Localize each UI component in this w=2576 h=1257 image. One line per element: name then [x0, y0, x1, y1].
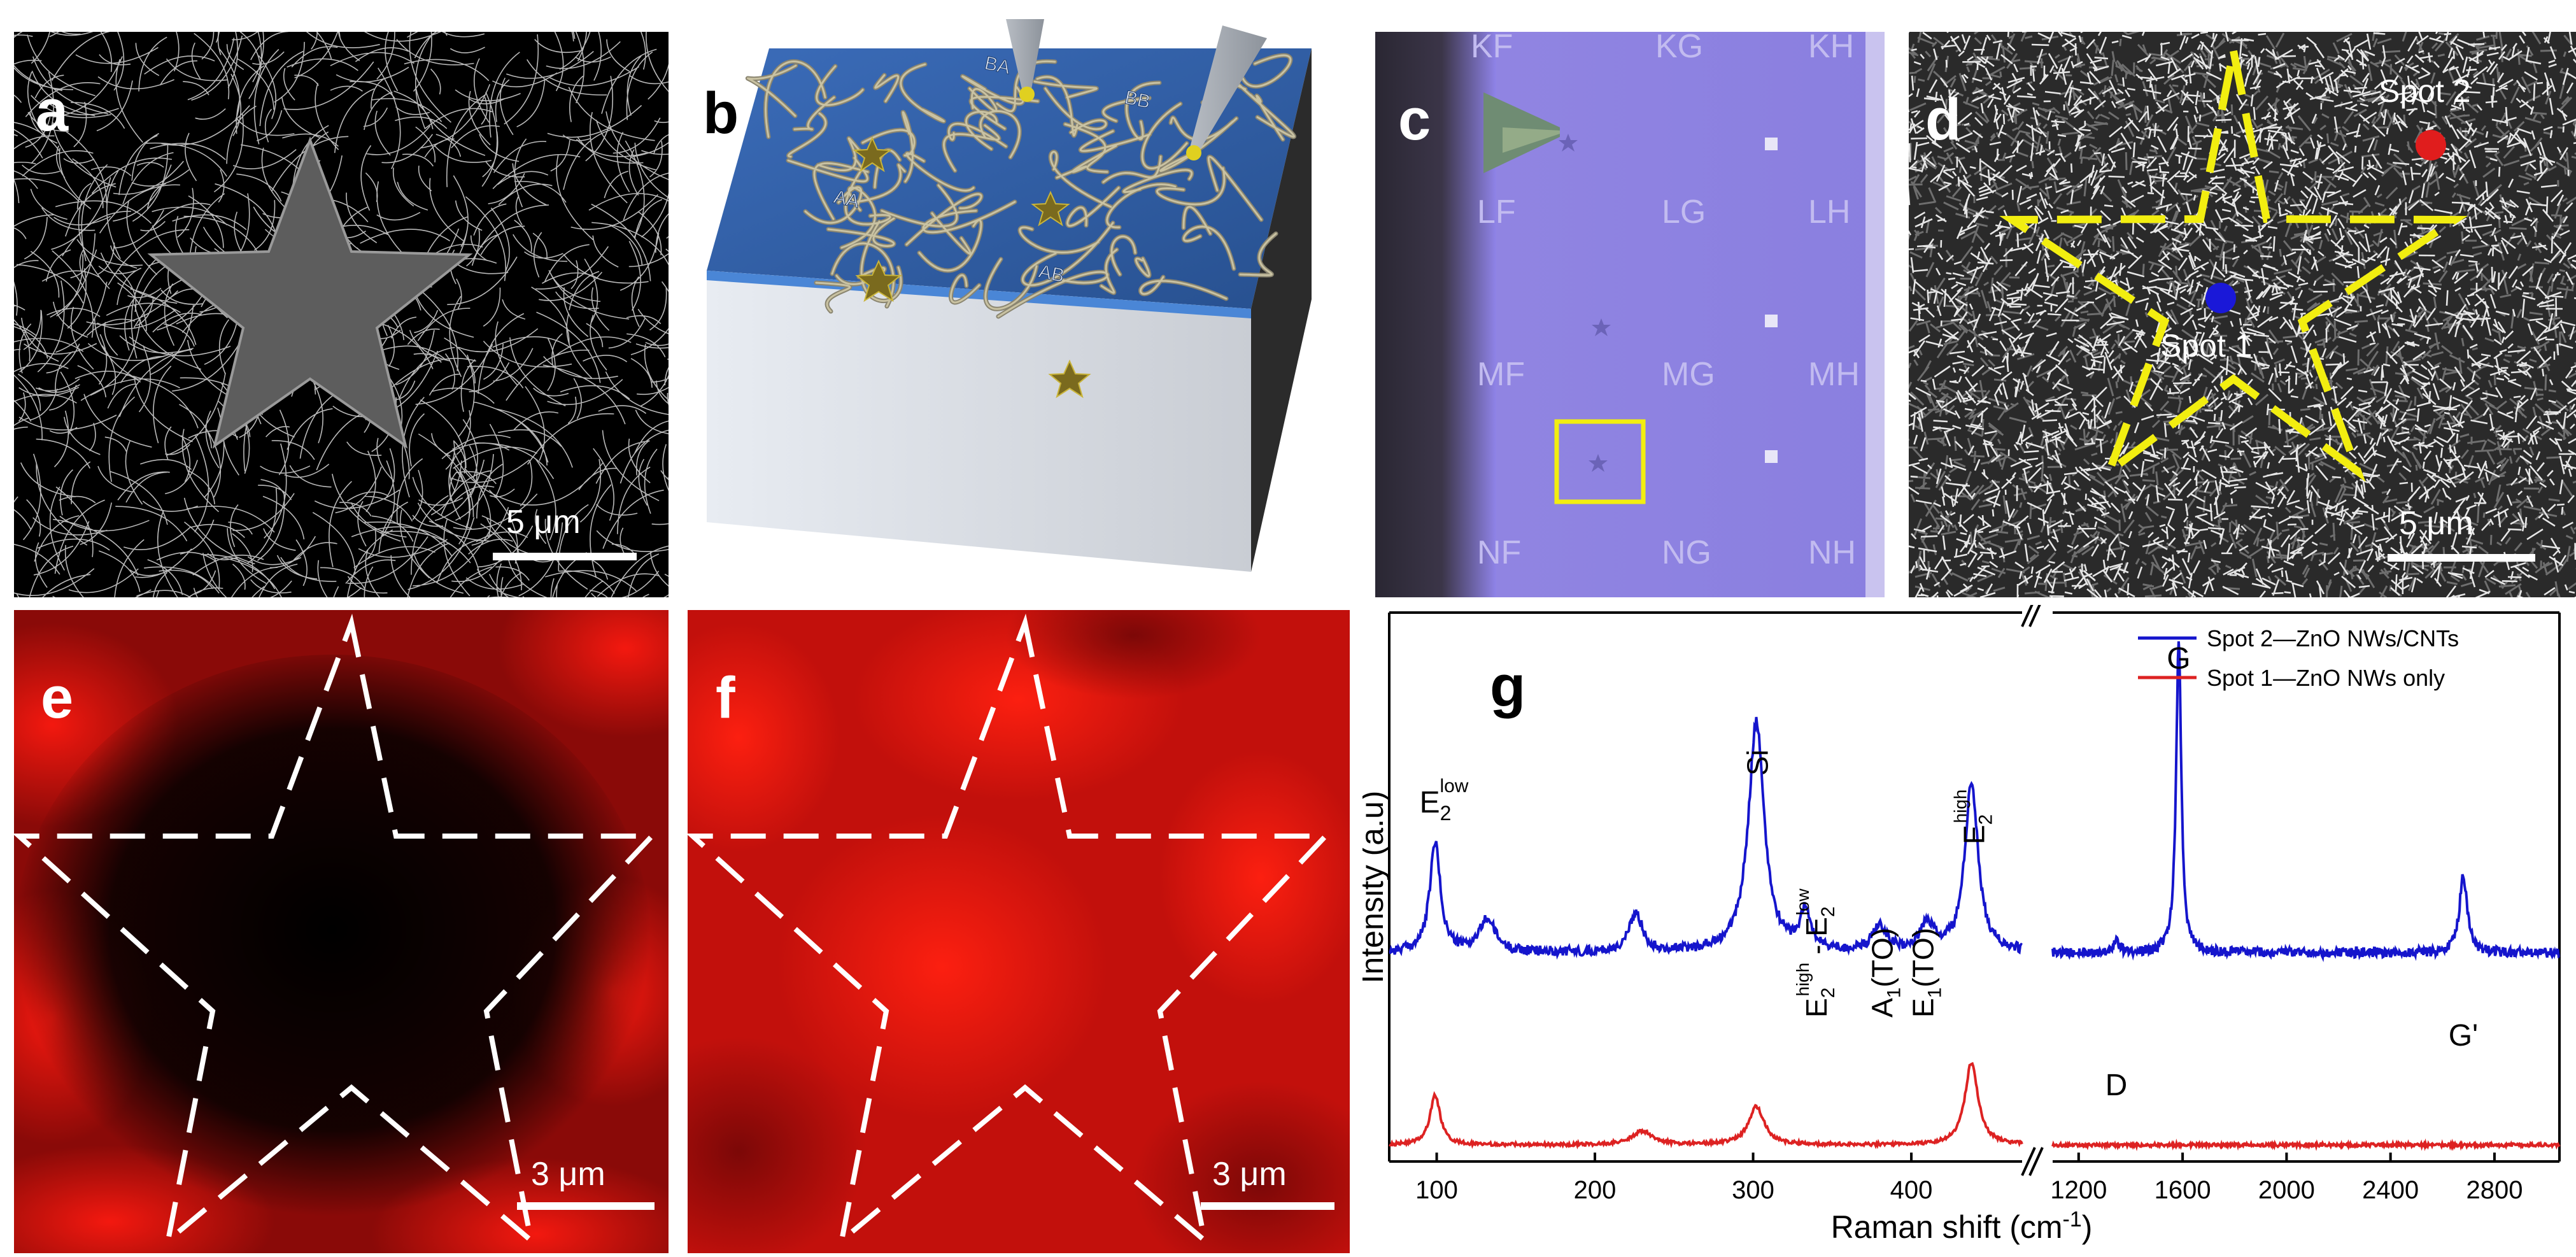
star-electrodes — [853, 136, 1091, 399]
spot2-marker — [2416, 130, 2446, 160]
star-overlay-d — [1999, 50, 2468, 482]
panel-g: g 100 200 300 400 1200 1600 2000 2400 2800 Raman … — [1362, 605, 2576, 1257]
spot1-label: Spot 1 — [2160, 328, 2253, 364]
star-outline-d — [1999, 50, 2468, 482]
optical-micrograph: KF KG KH LF LG LH MF MG MH NF NG NH — [1375, 32, 1885, 597]
panel-c: KF KG KH LF LG LH MF MG MH NF NG NH c — [1375, 32, 1885, 597]
highlight-box — [1554, 419, 1646, 504]
site-label-aa: AA — [832, 187, 861, 213]
panel-label-d: d — [1925, 87, 1962, 152]
star-outline-e — [14, 613, 658, 1247]
grid-label-mh: MH — [1808, 356, 1860, 393]
grid-label-lh: LH — [1808, 194, 1850, 231]
series-spot1-line-right — [2051, 1138, 2561, 1151]
annotation-si: Si — [1741, 749, 1774, 776]
annotation-g: G — [2167, 642, 2190, 676]
annotation-a1-to: A1(TO) — [1865, 928, 1904, 1018]
spot1-marker — [2205, 283, 2236, 313]
x-right-tick-label: 2800 — [2466, 1176, 2523, 1204]
scale-bar-f — [1201, 1202, 1334, 1210]
grid-label-lg: LG — [1662, 194, 1706, 231]
x-right-tick-label: 1200 — [2050, 1176, 2107, 1204]
grid-label-kg: KG — [1655, 32, 1703, 65]
wafer-edge-shadow — [1375, 32, 1496, 597]
grid-label-kh: KH — [1808, 32, 1854, 65]
intensity-blobs-f — [688, 610, 1350, 1253]
panel-label-e: e — [41, 665, 74, 730]
annotation-e2-low: E2low — [1420, 776, 1469, 825]
panel-label-c: c — [1398, 87, 1431, 152]
axis-break-mark — [2021, 1147, 2036, 1176]
grid-label-lf: LF — [1477, 194, 1516, 231]
grid-label-nh: NH — [1808, 534, 1856, 571]
series-spot2-line-right — [2051, 641, 2560, 962]
panel-b: BA BB AA AB b — [675, 19, 1350, 597]
raman-map-f — [688, 610, 1350, 1253]
legend-label: Spot 1—ZnO NWs only — [2207, 665, 2445, 691]
axis-break-mark — [2028, 605, 2041, 627]
panel-label-a: a — [36, 78, 69, 143]
panel-f: f 3 μm — [688, 610, 1350, 1253]
x-left-tick-label: 200 — [1574, 1176, 1617, 1204]
panel-label-g: g — [1490, 654, 1526, 719]
scale-label-d: 5 μm — [2399, 505, 2473, 542]
series-spot2-line-left — [1389, 716, 2023, 960]
scale-label-f: 3 μm — [1212, 1156, 1287, 1193]
axis-break-mark — [2028, 1147, 2044, 1176]
device-schematic: BA BB AA AB — [707, 19, 1312, 572]
x-right-tick-label: 2400 — [2362, 1176, 2419, 1204]
substrate-front — [707, 271, 1251, 572]
x-left-tick-label: 400 — [1890, 1176, 1933, 1204]
star-markers — [1559, 134, 1611, 472]
raman-spectra-chart: 100 200 300 400 1200 1600 2000 2400 2800 Raman sh… — [1362, 605, 2561, 1245]
x-axis-label: Raman shift (cm-1) — [1831, 1207, 2093, 1245]
scale-bar-a — [493, 553, 637, 560]
annotation-e2high-minus-e2low: E2high - E2low — [1793, 888, 1839, 1018]
probe-tips — [1006, 19, 1267, 160]
substrate-side — [1251, 48, 1312, 572]
grid-label-nf: NF — [1477, 534, 1521, 571]
x-right-tick-label: 1600 — [2155, 1176, 2211, 1204]
panel-label-f: f — [716, 665, 735, 730]
square-markers — [1765, 138, 1778, 463]
grid-label-mf: MF — [1477, 356, 1525, 393]
panel-label-b: b — [703, 81, 739, 146]
x-left-tick-label: 300 — [1732, 1176, 1774, 1204]
scale-bar-e — [517, 1202, 655, 1210]
panel-d: Spot 1 Spot 2 d 5 μm — [1909, 32, 2576, 597]
annotation-d: D — [2105, 1069, 2128, 1102]
spot2-label: Spot 2 — [2379, 73, 2471, 109]
star-outline-f — [688, 613, 1332, 1247]
grid-label-kf: KF — [1471, 32, 1513, 65]
nanowire-network-image — [14, 32, 669, 597]
panel-e: e 3 μm — [14, 610, 669, 1253]
axis-break-mark — [2021, 605, 2034, 627]
x-right-tick-label: 2000 — [2258, 1176, 2315, 1204]
y-axis-label: Intensity (a.u) — [1362, 791, 1390, 984]
series-spot1-line-left — [1389, 1062, 2023, 1149]
intensity-blobs-e — [14, 610, 669, 1253]
star-electrode-a — [147, 136, 473, 449]
annotation-e1-to: E1(TO) — [1906, 928, 1945, 1018]
site-label-ba: BA — [983, 53, 1012, 79]
annotation-g-prime: G' — [2449, 1019, 2479, 1053]
grid-label-mg: MG — [1662, 356, 1715, 393]
grid-label-ng: NG — [1662, 534, 1711, 571]
x-left-tick-label: 100 — [1415, 1176, 1458, 1204]
raman-map-e — [14, 610, 669, 1253]
legend-label: Spot 2—ZnO NWs/CNTs — [2207, 625, 2459, 651]
scale-label-a: 5 μm — [506, 504, 581, 541]
panel-a: a 5 μm — [14, 32, 669, 597]
scale-label-e: 3 μm — [531, 1156, 605, 1193]
scale-bar-d — [2388, 554, 2535, 562]
